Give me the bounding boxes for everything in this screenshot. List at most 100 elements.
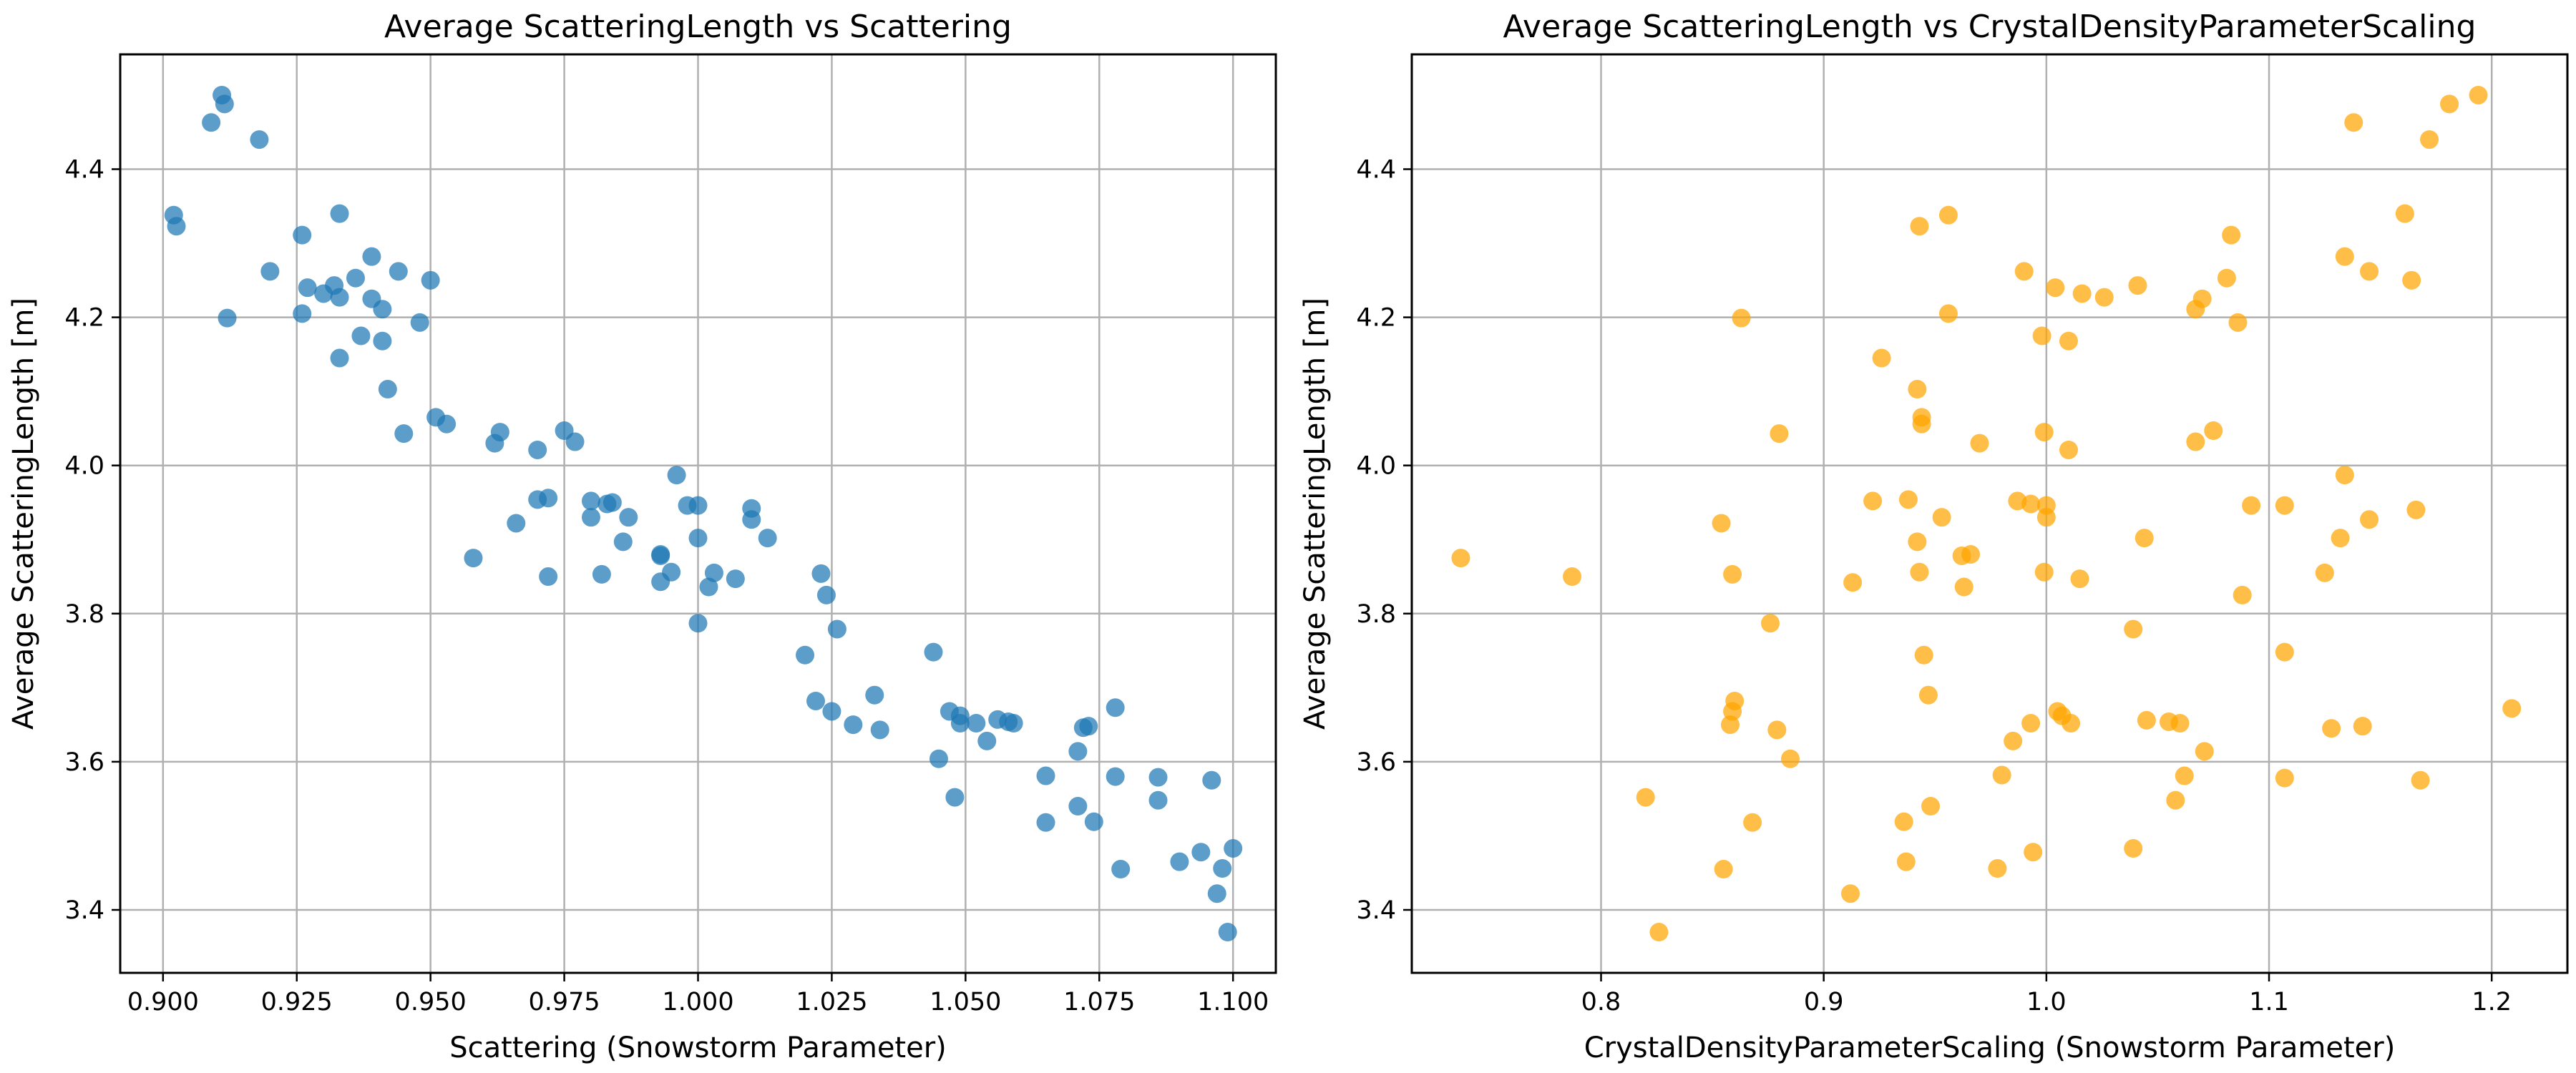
right-scatter-point [2233, 585, 2252, 604]
right-scatter-point [2195, 742, 2214, 761]
left-scatter-point [373, 331, 392, 351]
right-scatter-point [1732, 308, 1751, 328]
right-scatter-point [2059, 440, 2078, 459]
left-scatter-point [822, 702, 841, 721]
right-scatter-point [2032, 326, 2051, 346]
right-scatter-point [1720, 715, 1740, 735]
right-scatter-point [2217, 268, 2236, 288]
right-scatter-point [1636, 788, 1655, 807]
left-scatter-point [1218, 923, 1237, 942]
right-y-tick-label: 3.8 [1356, 600, 1396, 629]
right-scatter-point [2411, 770, 2430, 790]
right-y-tick-label: 4.2 [1356, 304, 1396, 333]
left-scatter-point [1148, 790, 1168, 810]
right-scatter-point [2222, 225, 2241, 245]
right-x-tick-label: 0.8 [1581, 988, 1621, 1016]
left-y-tick-label: 4.0 [64, 452, 104, 481]
right-scatter-point [2335, 247, 2354, 266]
left-scatter-point [1202, 770, 1221, 790]
left-scatter-point [1004, 714, 1023, 733]
right-scatter-point [2275, 642, 2294, 662]
left-scatter-point [667, 466, 686, 485]
left-scatter-point [699, 577, 718, 597]
right-scatter-point [2070, 569, 2089, 589]
right-scatter-point [2228, 313, 2248, 332]
left-scatter-point [865, 685, 884, 705]
left-scatter-point [613, 532, 633, 552]
left-scatter-point [167, 217, 186, 236]
right-scatter-point [2135, 529, 2154, 548]
left-scatter-point [811, 564, 831, 583]
left-y-axis-label: Average ScatteringLength [m] [7, 298, 40, 730]
left-y-tick-label: 3.4 [64, 896, 104, 925]
left-scatter-point [215, 94, 234, 114]
right-scatter-point [2344, 113, 2363, 132]
left-x-axis-label: Scattering (Snowstorm Parameter) [449, 1032, 947, 1064]
right-scatter-point [2137, 710, 2156, 730]
right-scatter-point [1938, 205, 1958, 225]
right-scatter-point [1914, 645, 1933, 665]
right-scatter-point [2166, 790, 2185, 810]
right-scatter-point [1910, 217, 1929, 236]
right-scatter-point [2014, 262, 2034, 281]
right-scatter-point [1770, 424, 1789, 444]
right-scatter-point [1908, 380, 1927, 399]
right-scatter-point [1743, 813, 1762, 832]
left-scatter-point [1213, 858, 1232, 878]
right-scatter-point [2175, 766, 2194, 785]
right-scatter-point [2360, 510, 2379, 529]
left-scatter-point [1191, 843, 1211, 862]
right-scatter-point [2036, 508, 2056, 527]
left-scatter-point [330, 288, 349, 307]
left-scatter-point [742, 510, 761, 529]
right-scatter-point [2021, 494, 2041, 514]
right-scatter-point [2331, 529, 2350, 548]
left-scatter-point [704, 563, 723, 582]
right-scatter-point [2275, 768, 2294, 788]
right-scatter-point [1841, 884, 1860, 903]
left-scatter-point [565, 432, 585, 451]
left-scatter-point [827, 619, 847, 639]
left-x-tick-label: 1.100 [1197, 988, 1269, 1016]
left-scatter-point [1106, 767, 1125, 786]
right-x-tick-label: 1.0 [2026, 988, 2067, 1016]
left-scatter-point [602, 493, 622, 512]
left-y-tick-label: 3.6 [64, 748, 104, 777]
right-scatter-point [2335, 466, 2354, 485]
left-scatter-point [421, 270, 440, 290]
right-chart: 0.8 0.9 1.0 1.1 1.2 3.4 3.6 3.8 4.0 4.2 4.4 Averag… [1299, 9, 2569, 1064]
right-scatter-point [1970, 433, 1989, 453]
right-y-tick-label: 4.0 [1356, 452, 1396, 481]
right-scatter-point [2034, 423, 2054, 442]
left-scatter-point [464, 549, 483, 568]
left-x-tick-label: 1.000 [662, 988, 733, 1016]
right-scatter-point [2402, 270, 2421, 290]
left-scatter-point [1224, 839, 1243, 858]
right-scatter-point [1954, 577, 1974, 597]
right-scatter-point [2124, 619, 2143, 639]
left-x-tick-label: 1.075 [1063, 988, 1135, 1016]
right-scatter-point [1767, 720, 1787, 740]
left-scatter-point [293, 225, 312, 245]
left-scatter-point [528, 440, 547, 459]
left-scatter-point [844, 715, 863, 735]
left-scatter-point [1111, 860, 1131, 879]
right-scatter-point [1932, 508, 1951, 527]
left-scatter-point [351, 326, 371, 346]
left-scatter-point [1084, 812, 1103, 831]
right-x-tick-label: 1.2 [2472, 988, 2512, 1016]
left-scatter-point [1068, 797, 1088, 816]
right-scatter-point [2094, 288, 2114, 307]
left-scatter-point [330, 348, 349, 368]
right-scatter-point [2360, 262, 2379, 281]
left-scatter-point [688, 496, 708, 515]
left-scatter-point [330, 204, 349, 223]
right-scatter-point [2502, 699, 2522, 718]
left-scatter-point [1106, 698, 1125, 717]
right-scatter-point [1894, 812, 1913, 831]
right-scatter-point [1649, 923, 1669, 942]
left-scatter-point [1148, 768, 1168, 787]
right-scatter-point [1921, 797, 1941, 816]
right-scatter-point [2395, 204, 2414, 223]
left-scatter-point [1079, 717, 1098, 736]
